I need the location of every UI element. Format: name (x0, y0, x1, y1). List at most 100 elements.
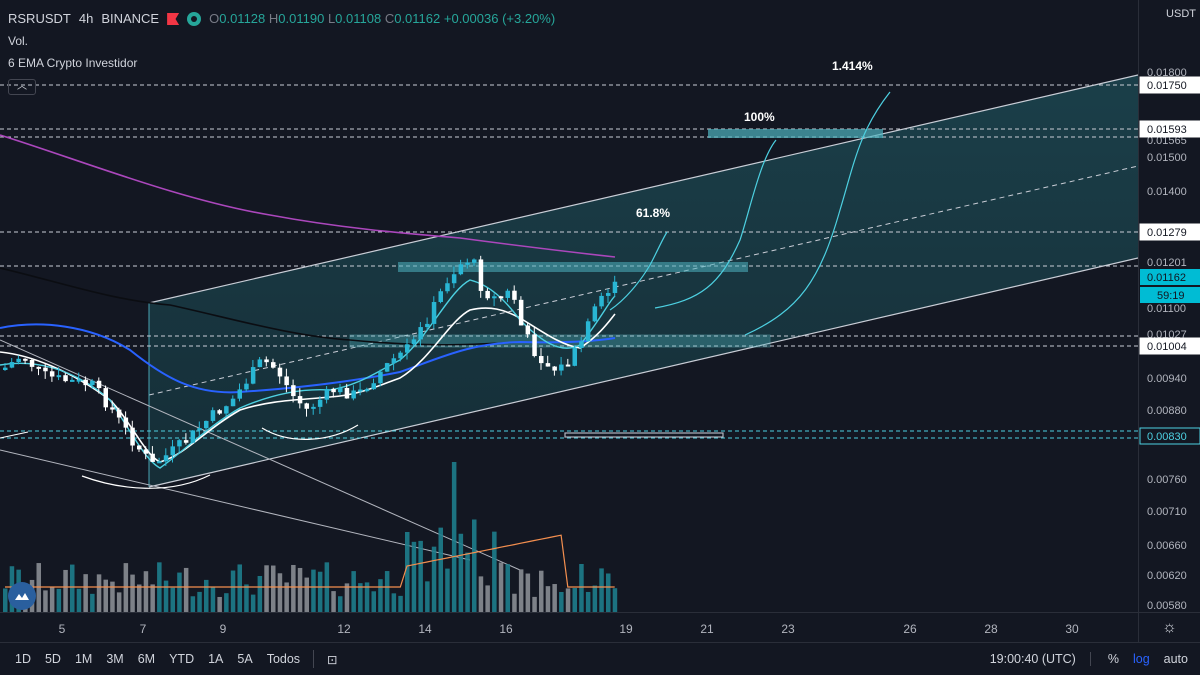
candle-body[interactable] (56, 375, 62, 378)
downtrend-line-2[interactable] (0, 449, 471, 561)
candle-body[interactable] (43, 367, 48, 372)
currency-label[interactable]: USDT (1166, 8, 1196, 20)
candle-body[interactable] (217, 410, 222, 414)
candle-body[interactable] (472, 259, 477, 263)
candle-body[interactable] (63, 375, 68, 382)
log-toggle[interactable]: log (1132, 652, 1150, 666)
ema-black-line[interactable] (0, 267, 521, 346)
resistance-zone[interactable] (398, 262, 748, 272)
gear-icon[interactable]: ☼ (1162, 618, 1177, 636)
candle-body[interactable] (157, 461, 162, 464)
candle-body[interactable] (425, 323, 430, 328)
candle-body[interactable] (76, 379, 82, 382)
candle-body[interactable] (250, 367, 256, 384)
candle-body[interactable] (465, 262, 470, 265)
candle-body[interactable] (451, 274, 457, 284)
candle-body[interactable] (183, 440, 189, 443)
candle-body[interactable] (110, 407, 115, 410)
candle-body[interactable] (579, 341, 584, 348)
projection-path-618[interactable] (609, 231, 668, 311)
candle-body[interactable] (297, 396, 303, 404)
candle-body[interactable] (210, 410, 216, 421)
ema-white-line[interactable] (0, 307, 616, 463)
range-6m[interactable]: 6M (137, 652, 156, 666)
candle-body[interactable] (90, 380, 95, 386)
date-range-icon[interactable]: ⊡ (327, 652, 338, 667)
candle-body[interactable] (83, 379, 88, 386)
horizontal-levels[interactable] (0, 84, 1138, 439)
indicator-legend[interactable]: 6 EMA Crypto Investidor (8, 56, 138, 70)
candle-body[interactable] (344, 388, 350, 399)
candle-body[interactable] (431, 302, 437, 324)
candles[interactable] (3, 255, 618, 466)
candle-body[interactable] (418, 327, 423, 340)
utc-clock[interactable]: 19:00:40 (UTC) (990, 652, 1091, 666)
candle-body[interactable] (572, 347, 578, 366)
candle-body[interactable] (478, 259, 484, 291)
level-badge[interactable] (1139, 427, 1200, 445)
candle-body[interactable] (271, 362, 276, 368)
candle-body[interactable] (492, 296, 497, 299)
candle-body[interactable] (324, 388, 330, 400)
candle-body[interactable] (130, 427, 135, 446)
candle-body[interactable] (177, 440, 182, 447)
candle-body[interactable] (565, 364, 571, 367)
candle-body[interactable] (257, 359, 263, 368)
candle-body[interactable] (364, 389, 370, 392)
candle-body[interactable] (16, 358, 21, 363)
projection-path-100[interactable] (654, 139, 777, 309)
candle-body[interactable] (190, 430, 196, 443)
eye-icon[interactable] (187, 12, 202, 26)
candle-body[interactable] (36, 366, 42, 369)
candle-body[interactable] (485, 290, 490, 299)
downtrend-line-1[interactable] (0, 339, 521, 571)
candle-body[interactable] (438, 291, 444, 303)
candle-body[interactable] (3, 367, 8, 370)
candle-body[interactable] (532, 334, 537, 357)
range-5a[interactable]: 5A (237, 652, 253, 666)
candle-body[interactable] (398, 352, 403, 359)
candle-body[interactable] (123, 417, 129, 428)
auto-toggle[interactable]: auto (1163, 652, 1188, 666)
volume-legend[interactable]: Vol. (8, 34, 29, 48)
range-1m[interactable]: 1M (74, 652, 93, 666)
low-zone-marker[interactable] (564, 432, 724, 438)
level-badge[interactable] (1139, 120, 1200, 138)
interval[interactable]: 4h (78, 11, 94, 26)
candle-body[interactable] (284, 376, 289, 386)
candle-body[interactable] (505, 290, 511, 298)
candle-body[interactable] (358, 389, 363, 392)
candle-body[interactable] (224, 406, 229, 414)
range-1a[interactable]: 1A (208, 652, 224, 666)
candle-body[interactable] (143, 449, 149, 454)
candle-body[interactable] (96, 380, 102, 389)
candle-body[interactable] (9, 362, 15, 368)
candle-body[interactable] (331, 388, 336, 393)
candle-body[interactable] (29, 359, 35, 367)
candle-body[interactable] (512, 290, 517, 300)
candle-body[interactable] (277, 367, 283, 377)
candle-body[interactable] (539, 356, 544, 364)
channel-lower-line[interactable] (148, 257, 1139, 488)
candle-body[interactable] (204, 420, 209, 429)
candle-body[interactable] (599, 295, 604, 307)
ema-blue-line[interactable] (0, 323, 616, 394)
candle-body[interactable] (545, 363, 551, 367)
candle-body[interactable] (445, 283, 450, 292)
channel-upper-line[interactable] (148, 74, 1139, 304)
percent-toggle[interactable]: % (1107, 652, 1119, 666)
ema-purple-line[interactable] (0, 134, 616, 258)
candle-body[interactable] (230, 398, 236, 407)
candle-body[interactable] (116, 409, 122, 418)
candle-body[interactable] (291, 385, 296, 397)
level-badge[interactable] (1139, 223, 1200, 241)
candle-body[interactable] (518, 299, 524, 326)
candle-body[interactable] (23, 358, 28, 361)
candle-body[interactable] (170, 446, 176, 456)
candle-body[interactable] (411, 339, 417, 345)
candle-body[interactable] (70, 379, 75, 382)
candle-body[interactable] (592, 306, 598, 322)
tradingview-logo[interactable] (8, 582, 36, 610)
level-badge[interactable] (1139, 337, 1200, 355)
symbol-name[interactable]: RSRUSDT (8, 11, 71, 26)
